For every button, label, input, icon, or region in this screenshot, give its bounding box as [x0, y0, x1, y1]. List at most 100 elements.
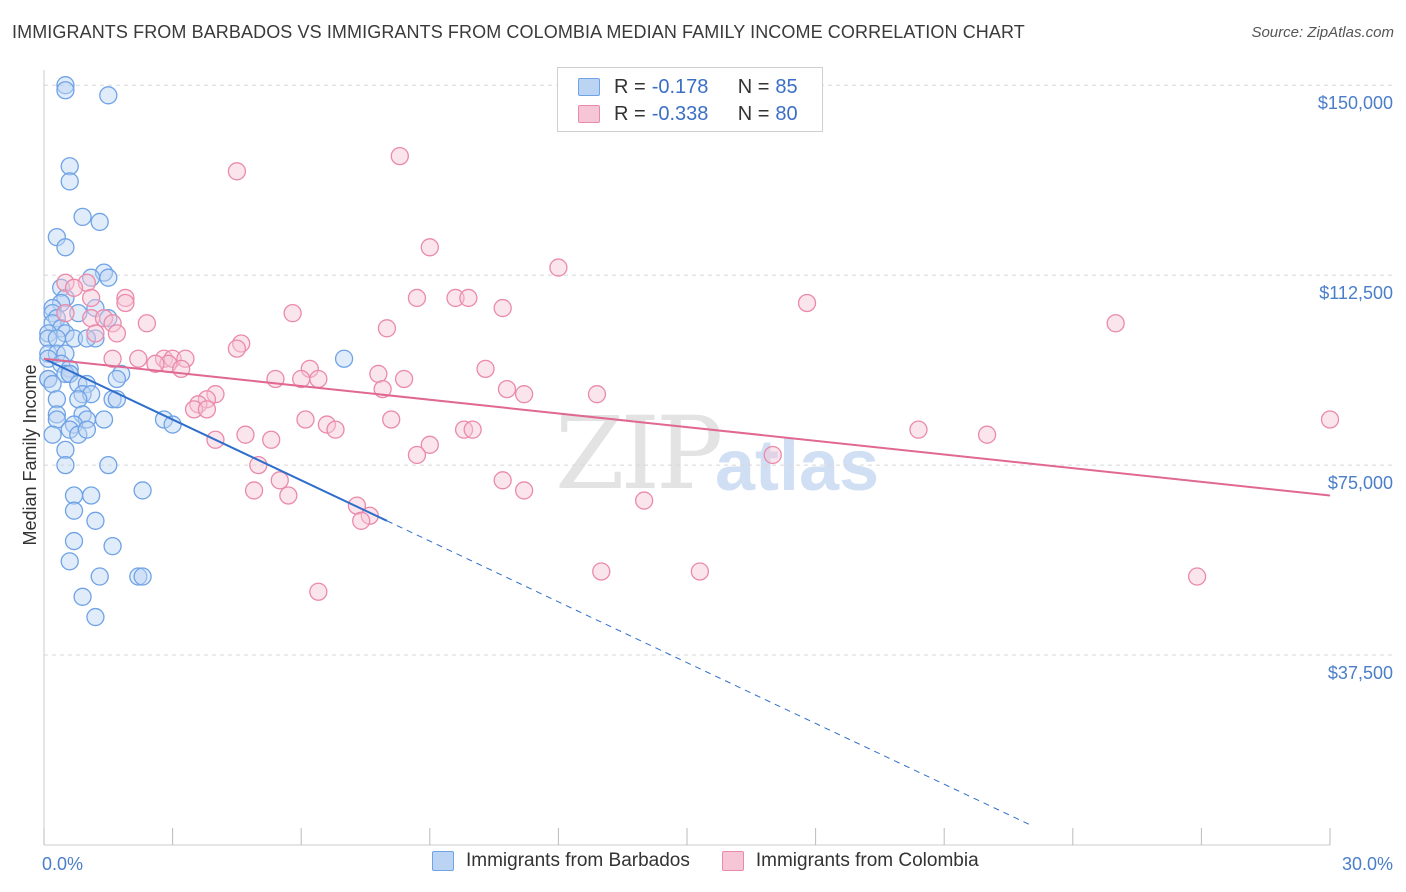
data-point-colombia [309, 582, 328, 601]
data-point-barbados [60, 552, 79, 571]
data-point-barbados [77, 329, 97, 348]
data-point-colombia [317, 415, 337, 434]
data-point-colombia [279, 486, 298, 505]
data-point-colombia [82, 288, 101, 308]
legend-n-label: N = [737, 102, 770, 125]
data-point-barbados [47, 329, 67, 348]
data-point-colombia [407, 445, 427, 465]
data-point-colombia [1320, 410, 1340, 429]
y-tick-label: $37,500 [1328, 663, 1393, 683]
data-point-barbados [99, 268, 118, 287]
data-point-colombia [514, 385, 534, 404]
data-point-colombia [549, 258, 568, 277]
data-point-colombia [763, 445, 782, 465]
legend-r-label: R = [614, 75, 646, 98]
data-point-barbados [47, 405, 67, 424]
legend-item-barbados: Immigrants from Barbados [432, 850, 690, 872]
y-axis-label: Median Family Income [20, 364, 40, 545]
tick-labels: $37,500 $75,000 $112,500 $150,000 0.0% 30.0% [42, 93, 1393, 874]
data-point-colombia [377, 319, 397, 338]
data-point-barbados [64, 486, 84, 505]
data-point-colombia [309, 369, 328, 389]
data-point-colombia [129, 349, 148, 368]
legend-row-barbados: R = -0.178 N = 85 [558, 74, 798, 100]
data-point-colombia [587, 385, 607, 404]
data-point-colombia [137, 314, 157, 333]
data-point-colombia [262, 430, 281, 449]
x-tick-label-min: 0.0% [42, 854, 83, 874]
data-point-colombia [244, 481, 264, 500]
source-label: Source: ZipAtlas.com [1251, 24, 1394, 41]
data-point-barbados [47, 390, 67, 409]
series-legend: Immigrants from Barbados Immigrants from… [432, 850, 1011, 872]
data-point-colombia [369, 364, 388, 384]
data-point-colombia [103, 349, 122, 368]
data-point-colombia [86, 324, 105, 343]
data-point-colombia [634, 491, 654, 510]
data-point-barbados [69, 390, 88, 409]
data-point-barbados [56, 455, 75, 475]
legend-r-value: -0.178 [651, 75, 709, 98]
data-point-colombia [56, 273, 75, 292]
data-point-colombia [592, 562, 611, 581]
data-point-barbados [77, 420, 97, 439]
y-tick-label: $150,000 [1318, 93, 1393, 113]
data-point-barbados [39, 324, 58, 343]
data-point-colombia [103, 314, 122, 333]
data-point-barbados [64, 329, 84, 348]
legend-n-value: 85 [775, 75, 798, 98]
data-point-barbados [107, 369, 127, 389]
data-point-barbados [60, 157, 79, 176]
trend-line-colombia [43, 357, 1331, 497]
data-point-colombia [227, 162, 247, 181]
data-point-barbados [60, 172, 79, 191]
data-point-colombia [227, 339, 247, 358]
data-point-barbados [133, 567, 152, 586]
data-point-colombia [909, 420, 928, 439]
data-point-barbados [69, 425, 88, 444]
series-colombia-points [56, 146, 1340, 601]
data-point-colombia [1106, 314, 1125, 333]
data-point-barbados [56, 76, 75, 95]
data-point-colombia [146, 354, 165, 373]
data-point-colombia [326, 420, 345, 439]
data-point-barbados [94, 410, 114, 429]
data-point-colombia [463, 420, 482, 439]
legend-n-value: 80 [775, 102, 798, 125]
data-point-colombia [56, 303, 75, 323]
data-point-barbados [56, 440, 75, 460]
data-point-barbados [43, 374, 62, 394]
data-point-barbados [103, 536, 122, 556]
data-point-colombia [977, 425, 997, 444]
data-point-colombia [420, 435, 439, 454]
data-point-colombia [296, 410, 315, 429]
legend-swatch-colombia [578, 105, 600, 123]
data-point-colombia [197, 400, 217, 419]
data-point-barbados [73, 587, 92, 606]
data-point-colombia [459, 288, 478, 308]
legend-item-colombia: Immigrants from Colombia [721, 850, 979, 872]
data-point-colombia [270, 471, 289, 490]
trend-extension-barbados [386, 520, 1031, 826]
data-point-barbados [56, 81, 75, 100]
data-point-colombia [107, 324, 127, 343]
data-point-colombia [1187, 567, 1207, 586]
data-point-barbados [334, 349, 354, 368]
data-point-colombia [64, 278, 84, 297]
data-point-barbados [64, 501, 84, 520]
data-point-colombia [497, 379, 517, 399]
data-point-colombia [236, 425, 255, 444]
data-point-barbados [82, 486, 101, 505]
chart-title: IMMIGRANTS FROM BARBADOS VS IMMIGRANTS F… [12, 22, 1025, 42]
data-point-barbados [73, 207, 92, 227]
trend-line-barbados [43, 357, 388, 522]
data-point-colombia [206, 385, 225, 404]
data-point-barbados [86, 607, 105, 627]
data-point-colombia [390, 146, 409, 166]
data-point-barbados [90, 567, 109, 586]
data-point-barbados [43, 425, 62, 444]
data-point-colombia [446, 288, 465, 308]
data-point-colombia [283, 303, 302, 323]
y-tick-label: $112,500 [1319, 283, 1393, 303]
